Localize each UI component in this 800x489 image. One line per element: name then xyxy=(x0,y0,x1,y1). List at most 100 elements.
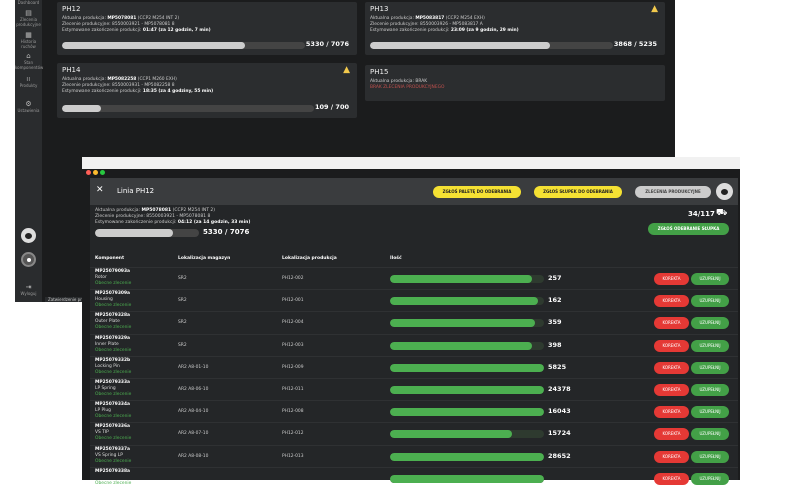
logout-icon: ⇥ xyxy=(25,283,32,291)
refill-button[interactable]: UZUPEŁNIJ xyxy=(691,317,729,330)
report-pillar-pickup-button[interactable]: ZGŁOŚ ODEBRANIE SŁUPKA xyxy=(648,223,729,235)
line-card-ph13[interactable]: ▲ PH13 Aktualna produkcja: MP5083817 (CC… xyxy=(365,2,665,55)
current-order-label: Obecne zlecenie xyxy=(95,281,132,286)
line-name: PH12 xyxy=(62,5,81,13)
production-location: PH12-009 xyxy=(282,364,304,370)
maximize-window-button[interactable] xyxy=(100,170,105,175)
quantity-value: 257 xyxy=(548,274,562,282)
warning-icon: ▲ xyxy=(343,65,350,75)
current-order-label: Obecne zlecenie xyxy=(95,414,132,420)
correction-button[interactable]: KOREKTA xyxy=(654,295,689,308)
minimize-window-button[interactable] xyxy=(93,170,98,175)
report-pallet-button[interactable]: ZGŁOŚ PALETĘ DO ODEBRANIA xyxy=(433,186,521,198)
component-name: LP Plug xyxy=(95,408,111,414)
inventory-icon: ⌂ xyxy=(26,52,31,60)
progress-text: 109 / 700 xyxy=(314,103,349,111)
line-detail-panel: ✕ Linia PH12 ZGŁOŚ PALETĘ DO ODEBRANIA Z… xyxy=(90,178,738,486)
current-order-label: Obecne zlecenie xyxy=(95,458,132,464)
quantity-value: 162 xyxy=(548,296,562,305)
correction-button[interactable]: KOREKTA xyxy=(654,384,689,396)
chat-icon xyxy=(721,188,728,195)
correction-button[interactable]: KOREKTA xyxy=(654,406,689,419)
progress-fill xyxy=(95,229,174,237)
quantity-value: 24378 xyxy=(548,385,571,393)
component-cell: MP25079336a VS TIP Obecne zlecenie xyxy=(95,424,131,442)
component-cell: MP25079329a Inner Plate Obecne zlecenie xyxy=(95,336,131,354)
quantity-bar xyxy=(390,386,544,394)
title-bar xyxy=(82,157,740,175)
component-code: MP25079332b xyxy=(95,357,131,363)
refill-button[interactable]: UZUPEŁNIJ xyxy=(691,295,729,308)
line-name: PH15 xyxy=(370,68,389,76)
line-card-ph14[interactable]: ▲ PH14 Aktualna produkcja: MP5082258 (CC… xyxy=(57,63,357,118)
close-icon[interactable]: ✕ xyxy=(96,185,104,195)
production-orders-button[interactable]: ZLECENIA PRODUKCYJNE xyxy=(635,186,711,198)
sidebar-item-history[interactable]: ▦ Historia ruchów xyxy=(15,31,42,49)
progress-text: 5330 / 7076 xyxy=(305,40,349,48)
warehouse-location: SR2 xyxy=(178,276,187,281)
correction-button[interactable]: KOREKTA xyxy=(654,339,689,352)
warehouse-location: AR2 A8-04-10 xyxy=(178,409,209,415)
production-order: Zlecenie produkcyjne: 8550003926 - MP508… xyxy=(370,22,483,27)
correction-button[interactable]: KOREKTA xyxy=(654,450,689,463)
page-title: Linia PH12 xyxy=(117,187,155,195)
progress-fill xyxy=(370,42,550,49)
table-row: MP25079328a Outer Plate Obecne zlecenie SR… xyxy=(90,311,738,333)
component-cell: MP25079338a Obecne zlecenie xyxy=(95,469,131,487)
sidebar-item-inventory[interactable]: ⌂ Stan komponentów xyxy=(15,52,43,70)
column-header: Lokalizacja magazyn xyxy=(178,256,231,261)
sidebar-item-dashboard[interactable]: Dashboard xyxy=(15,0,42,5)
eta: Estymowane zakończenie produkcji: 23:09 … xyxy=(370,28,519,33)
component-name: LP Spring xyxy=(95,386,116,391)
line-card-ph12[interactable]: PH12 Aktualna produkcja: MP5078081 (CCP2… xyxy=(57,2,357,55)
warehouse-location: AR2 A8-01-10 xyxy=(178,364,209,370)
warehouse-location: SR2 xyxy=(178,298,187,304)
component-cell: MP25079337a VS Spring LP Obecne zlecenie xyxy=(95,447,131,465)
component-name: Outer Plate xyxy=(95,319,120,325)
theme-toggle-button[interactable] xyxy=(21,252,36,267)
quantity-fill xyxy=(390,386,544,394)
sidebar-item-orders[interactable]: ▤ Zlecenia produkcyjne xyxy=(15,9,42,27)
current-order-label: Obecne zlecenie xyxy=(95,303,132,309)
refill-button[interactable]: UZUPEŁNIJ xyxy=(691,428,729,441)
logout-button[interactable]: ⇥ Wyloguj xyxy=(15,283,42,296)
correction-button[interactable]: KOREKTA xyxy=(654,273,689,285)
current-order-label: Obecne zlecenie xyxy=(95,480,132,486)
component-cell: MP25079309a Housing Obecne zlecenie xyxy=(95,291,131,309)
production-location: PH12-004 xyxy=(282,320,304,326)
chat-button[interactable] xyxy=(716,183,733,200)
refill-button[interactable]: UZUPEŁNIJ xyxy=(691,361,729,374)
current-order-label: Obecne zlecenie xyxy=(95,369,132,375)
refill-button[interactable]: UZUPEŁNIJ xyxy=(691,384,729,396)
column-header: Komponent xyxy=(95,256,125,261)
refill-button[interactable]: UZUPEŁNIJ xyxy=(691,339,729,352)
refill-button[interactable]: UZUPEŁNIJ xyxy=(691,450,729,463)
production-location: PH12-013 xyxy=(282,453,304,459)
quantity-value: 359 xyxy=(548,318,562,327)
quantity-bar xyxy=(390,430,544,439)
component-code: MP25079338a xyxy=(95,468,130,474)
current-production: Aktualna produkcja: MP5082258 (CCP1 M260… xyxy=(62,77,177,82)
warehouse-location: SR2 xyxy=(178,342,187,348)
close-window-button[interactable] xyxy=(86,170,91,175)
pallet-icon: ⛟ xyxy=(716,208,728,218)
chat-button[interactable] xyxy=(21,228,36,243)
correction-button[interactable]: KOREKTA xyxy=(654,317,689,330)
line-card-ph15[interactable]: PH15 Aktualna produkcja: BRAK BRAK ZLECE… xyxy=(365,65,665,101)
sidebar-label: Dashboard xyxy=(17,0,40,5)
correction-button[interactable]: KOREKTA xyxy=(654,428,689,441)
production-progress-bar xyxy=(95,229,199,237)
sidebar-item-products[interactable]: ⠶ Produkty xyxy=(15,75,42,88)
warehouse-location: SR2 xyxy=(178,320,187,326)
refill-button[interactable]: UZUPEŁNIJ xyxy=(691,406,729,419)
correction-button[interactable]: KOREKTA xyxy=(654,361,689,374)
table-row: MP25079336a VS TIP Obecne zlecenie AR2 A8-… xyxy=(90,422,738,444)
component-name: Housing xyxy=(95,297,113,303)
sidebar-item-settings[interactable]: ⚙ Ustawienia xyxy=(15,100,42,113)
production-location: PH12-002 xyxy=(282,276,304,281)
pillar-count: 34/117 xyxy=(688,210,715,218)
report-pillar-button[interactable]: ZGŁOŚ SŁUPEK DO ODEBRANIA xyxy=(534,186,622,198)
correction-button[interactable]: KOREKTA xyxy=(654,472,689,485)
refill-button[interactable]: UZUPEŁNIJ xyxy=(691,273,729,285)
refill-button[interactable]: UZUPEŁNIJ xyxy=(691,472,729,485)
